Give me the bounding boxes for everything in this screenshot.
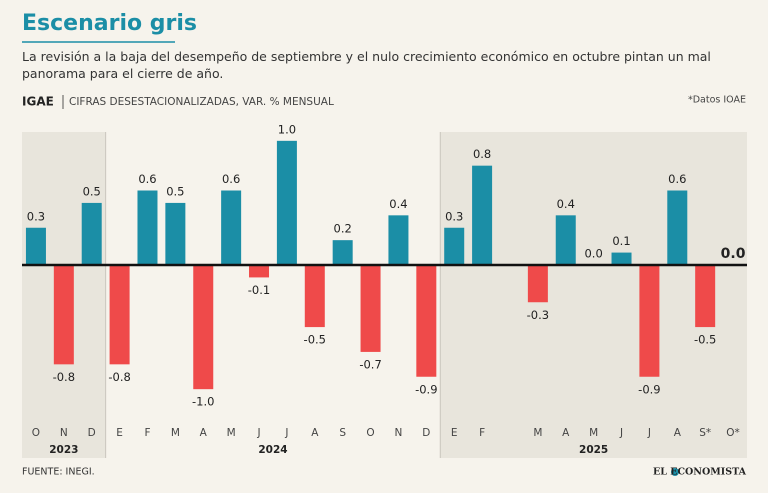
value-label: 0.8: [473, 147, 491, 161]
value-label: 0.0: [721, 246, 746, 262]
year-label: 2024: [258, 444, 287, 456]
x-tick-label: A: [200, 427, 208, 439]
bar: [109, 265, 130, 365]
bar: [388, 215, 409, 265]
value-label: 0.6: [222, 172, 240, 186]
value-label: -0.8: [108, 370, 130, 384]
bar: [81, 202, 102, 265]
bar: [193, 265, 214, 390]
bar: [416, 265, 437, 377]
value-label: 1.0: [278, 122, 296, 136]
x-tick-label: N: [395, 427, 403, 439]
bar: [304, 265, 325, 328]
x-tick-label: J: [619, 427, 623, 439]
brand: EL ECONOMISTA: [653, 467, 747, 478]
x-tick-label: A: [562, 427, 570, 439]
bar: [249, 265, 270, 278]
x-tick-label: M: [589, 427, 598, 439]
subtitle-box: La revisión a la baja del desempeño de s…: [22, 49, 711, 81]
value-label: -0.7: [359, 357, 381, 371]
x-tick-label: D: [422, 427, 430, 439]
x-tick-label: E: [116, 427, 123, 439]
value-label: 0.1: [612, 234, 630, 248]
chart-subtitle: La revisión a la baja del desempeño de s…: [22, 49, 711, 81]
bar: [25, 227, 46, 265]
x-tick-label: J: [647, 427, 651, 439]
x-tick-label: S*: [699, 427, 711, 439]
bar: [360, 265, 381, 352]
x-tick-label: O: [366, 427, 374, 439]
value-label: -0.8: [53, 370, 75, 384]
bar: [165, 202, 186, 265]
brand-icon: [671, 468, 679, 476]
bar: [639, 265, 660, 377]
x-tick-label: A: [674, 427, 682, 439]
bar: [444, 227, 465, 265]
year-label: 2023: [49, 444, 78, 456]
value-label: -0.1: [248, 283, 270, 297]
bar: [332, 240, 353, 265]
bar: [667, 190, 688, 265]
bar: [555, 215, 576, 265]
value-label: 0.4: [557, 197, 575, 211]
note: *Datos IOAE: [688, 95, 746, 106]
x-tick-label: O*: [726, 427, 740, 439]
x-tick-label: D: [88, 427, 96, 439]
bar: [53, 265, 74, 365]
x-tick-label: E: [451, 427, 458, 439]
value-label: -1.0: [192, 395, 214, 409]
x-tick-label: J: [256, 427, 260, 439]
bar: [221, 190, 242, 265]
x-tick-label: F: [479, 427, 485, 439]
x-tick-label: M: [227, 427, 236, 439]
bar: [695, 265, 716, 328]
value-label: -0.5: [304, 333, 326, 347]
value-label: 0.3: [27, 209, 45, 223]
x-tick-label: N: [60, 427, 68, 439]
value-label: 0.0: [584, 247, 602, 261]
indicator: IGAE: [22, 95, 54, 109]
bar: [472, 165, 493, 265]
x-tick-label: O: [32, 427, 40, 439]
bar: [137, 190, 158, 265]
x-tick-label: M: [171, 427, 180, 439]
value-label: -0.9: [638, 382, 660, 396]
axis-label: CIFRAS DESESTACIONALIZADAS, VAR. % MENSU…: [69, 96, 334, 108]
x-tick-label: J: [284, 427, 288, 439]
bar: [611, 252, 632, 265]
chart-title: Escenario gris: [22, 11, 197, 36]
x-tick-label: S: [339, 427, 346, 439]
x-tick-label: F: [144, 427, 150, 439]
value-label: 0.6: [668, 172, 686, 186]
value-label: 0.5: [83, 184, 101, 198]
x-tick-label: A: [311, 427, 319, 439]
value-label: 0.5: [166, 184, 184, 198]
value-label: -0.3: [527, 308, 549, 322]
value-label: 0.2: [334, 222, 352, 236]
bar: [527, 265, 548, 303]
x-tick-label: M: [533, 427, 542, 439]
source: FUENTE: INEGI.: [22, 467, 95, 478]
value-label: 0.3: [445, 209, 463, 223]
value-label: -0.5: [694, 333, 716, 347]
value-label: 0.4: [389, 197, 407, 211]
value-label: 0.6: [138, 172, 156, 186]
value-label: -0.9: [415, 382, 437, 396]
year-label: 2025: [579, 444, 608, 456]
bar: [276, 140, 297, 265]
